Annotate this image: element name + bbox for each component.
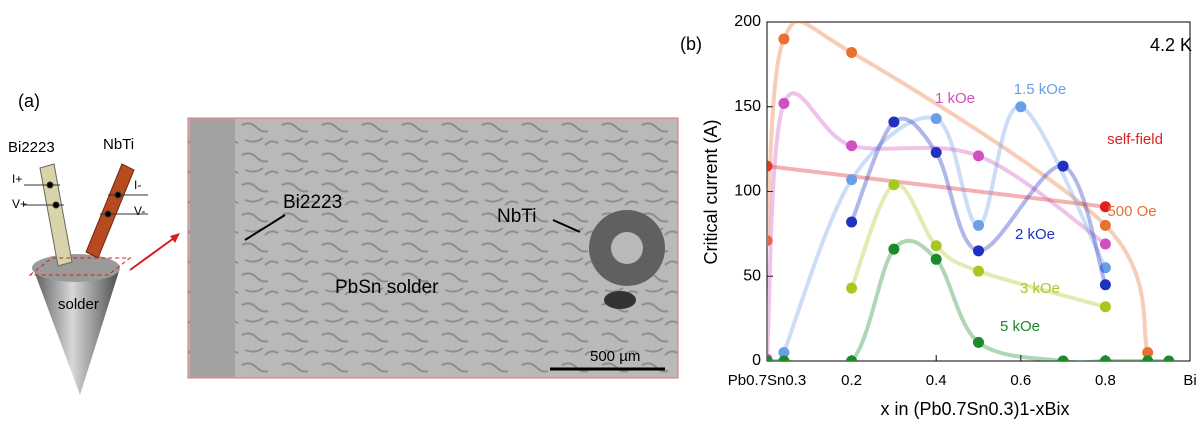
series-label: 2 kOe [1015,226,1055,243]
data-point [1099,279,1111,291]
data-point [930,113,942,125]
rod-label: Bi2223 [8,139,55,156]
x-axis-label: x in (Pb0.7Sn0.3)1-xBix [880,399,1069,419]
data-point [973,150,984,162]
x-tick-label: Pb0.7Sn0.3 [728,372,806,389]
fit-curve [767,91,1107,360]
y-tick-label: 150 [734,98,761,115]
series-label: 1.5 kOe [1014,81,1067,98]
series-label: 500 Oe [1107,203,1156,220]
data-point [846,47,858,59]
data-point [778,347,790,359]
arrow [129,237,175,271]
fit-curve [767,164,1106,209]
y-tick-label: 50 [743,267,761,284]
data-point [1099,262,1111,274]
data-point [767,235,773,247]
x-tick-label: 0.4 [926,372,947,389]
data-point [846,216,858,228]
data-point [973,245,984,257]
scale-bar-label: 500 µm [590,348,640,365]
data-point [888,116,900,128]
data-point [930,240,942,252]
panel-label: (a) [18,91,40,111]
nbti-rod [85,163,135,259]
data-point [1099,355,1111,361]
y-tick-label: 100 [734,183,761,200]
data-point [973,336,984,348]
x-tick-label: 0.6 [1010,372,1031,389]
pointer [552,219,581,233]
data-point [1142,355,1154,361]
panel-label: (b) [680,34,702,54]
data-point [778,97,790,109]
micro-label: Bi2223 [283,192,342,213]
data-point [1099,238,1111,250]
data-point [1015,101,1027,113]
x-tick-label: 0.2 [841,372,862,389]
annotation: 4.2 K [1150,35,1192,55]
data-point [973,219,984,231]
lead-label: I+ [12,172,22,186]
data-point [778,355,790,361]
data-point [888,243,900,255]
plot-area [767,22,1175,361]
data-point [846,355,858,361]
data-point [1099,301,1111,313]
lead-label: V+ [12,197,27,211]
micro-label: PbSn solder [335,277,439,298]
arrow-head [170,233,180,243]
bi2223-rod [39,163,73,267]
data-point [1057,160,1069,172]
data-point [778,33,790,45]
lead-label: V- [134,204,145,218]
fit-curve [767,22,1150,354]
series-label: 3 kOe [1020,280,1060,297]
series-label: 5 kOe [1000,318,1040,335]
fit-curve [782,104,1108,354]
data-point [1099,219,1111,231]
data-point [1163,355,1175,361]
solder-cone [33,268,120,395]
data-point [767,355,773,361]
series-label: self-field [1107,131,1163,148]
x-tick-label: Bi [1183,372,1196,389]
data-point [1099,201,1111,213]
data-point [846,140,858,152]
x-tick-label: 0.8 [1095,372,1116,389]
micro-label: NbTi [497,206,536,227]
rod-label: NbTi [103,136,134,153]
data-point [973,265,984,277]
y-axis-label: Critical current (A) [701,119,721,264]
data-point [846,282,858,294]
data-point [767,160,773,172]
leads [24,181,148,218]
data-point [1142,347,1154,359]
data-point [1057,355,1069,361]
bi2223-layer [190,119,235,377]
data-point [888,179,900,191]
lead-label: I- [134,178,141,192]
data-point [846,174,858,186]
data-point [930,147,942,159]
cut-plane [28,257,132,276]
fit-curve [767,238,1169,361]
pointer [244,214,286,241]
y-tick-label: 200 [734,13,761,30]
data-point [930,253,942,265]
y-tick-label: 0 [752,352,761,369]
solder-label: solder [58,296,99,313]
nbti-filaments [589,210,665,309]
series-label: 1 kOe [935,90,975,107]
